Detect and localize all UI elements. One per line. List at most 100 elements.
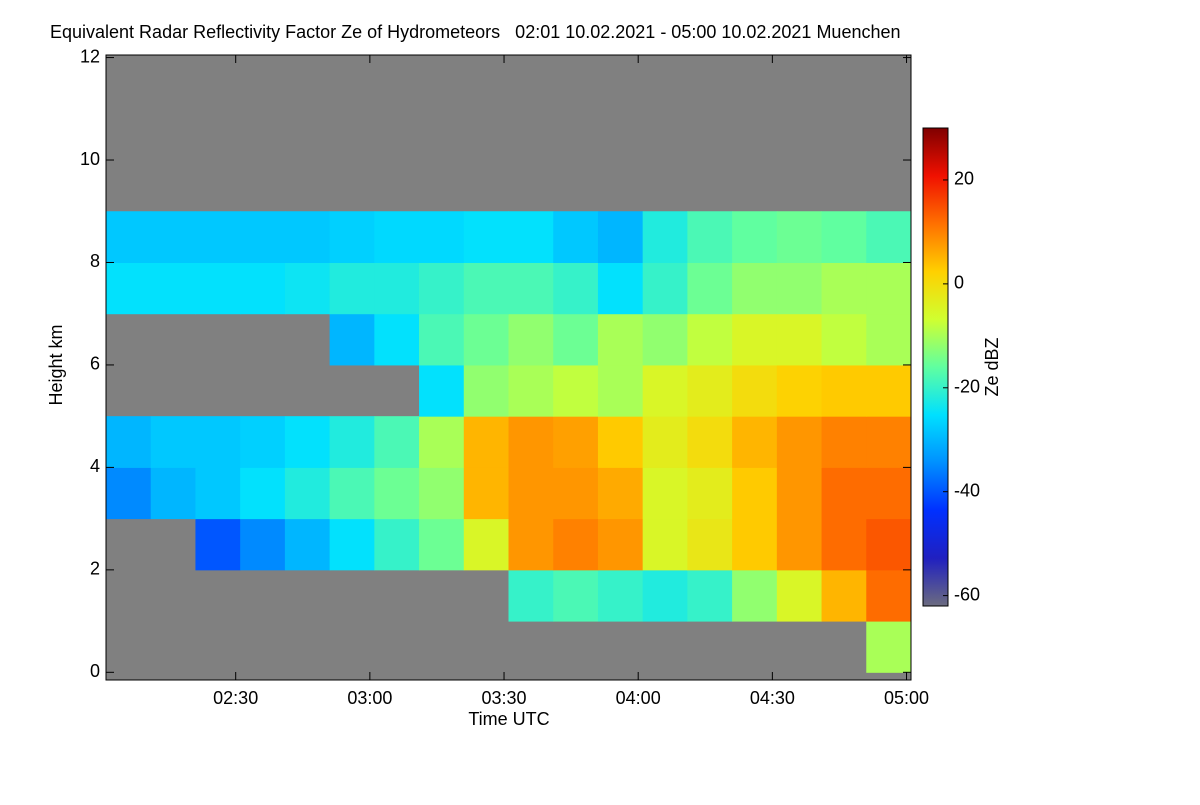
heatmap-cell xyxy=(732,211,778,263)
heatmap-cell xyxy=(553,467,599,520)
heatmap-cell xyxy=(508,416,554,468)
y-tick-label: 10 xyxy=(80,149,100,169)
heatmap-cell xyxy=(776,364,823,417)
heatmap-cell xyxy=(419,364,465,417)
x-tick-label: 03:30 xyxy=(482,688,527,708)
y-tick-label: 4 xyxy=(90,456,100,476)
heatmap-cell xyxy=(553,518,599,571)
heatmap-cell xyxy=(821,211,867,263)
heatmap-cell xyxy=(374,262,420,315)
heatmap-cell xyxy=(150,211,196,263)
y-tick-label: 0 xyxy=(90,661,100,681)
heatmap-cell xyxy=(419,416,465,468)
heatmap-cell xyxy=(732,518,778,571)
heatmap-cell xyxy=(597,313,644,366)
heatmap-cell xyxy=(508,313,554,366)
heatmap-cell xyxy=(463,467,509,520)
heatmap-cell xyxy=(597,211,644,263)
heatmap-cell xyxy=(553,313,599,366)
heatmap-cell xyxy=(642,467,688,520)
heatmap-cell xyxy=(106,262,152,315)
heatmap-cell xyxy=(821,262,867,315)
heatmap-cell xyxy=(553,569,599,622)
heatmap-cell xyxy=(821,416,867,468)
heatmap-cell xyxy=(329,262,375,315)
heatmap-cell xyxy=(866,621,912,673)
heatmap-cell xyxy=(150,262,196,315)
heatmap-cell xyxy=(642,416,688,468)
x-tick-label: 03:00 xyxy=(347,688,392,708)
heatmap-cell xyxy=(821,569,867,622)
heatmap-cell xyxy=(374,467,420,520)
heatmap-cell xyxy=(732,313,778,366)
heatmap-cell xyxy=(284,416,331,468)
heatmap-cell xyxy=(463,364,509,417)
heatmap-cell xyxy=(642,569,688,622)
heatmap-cell xyxy=(597,262,644,315)
heatmap-cell xyxy=(419,262,465,315)
heatmap-cell xyxy=(642,211,688,263)
heatmap-cell xyxy=(866,211,912,263)
heatmap-cell xyxy=(419,518,465,571)
heatmap-cell xyxy=(687,416,733,468)
heatmap-cell xyxy=(642,313,688,366)
heatmap-cell xyxy=(866,313,912,366)
heatmap-cell xyxy=(597,569,644,622)
heatmap-cell xyxy=(419,211,465,263)
heatmap-cell xyxy=(553,262,599,315)
heatmap-cell xyxy=(597,467,644,520)
heatmap-cell xyxy=(776,416,823,468)
heatmap-cell xyxy=(687,364,733,417)
x-tick-label: 04:00 xyxy=(616,688,661,708)
heatmap-cell xyxy=(240,518,286,571)
heatmap-cell xyxy=(597,518,644,571)
heatmap-cell xyxy=(776,211,823,263)
heatmap-cell xyxy=(150,416,196,468)
plot-frame xyxy=(105,54,912,681)
heatmap-cell xyxy=(284,467,331,520)
heatmap-cell xyxy=(687,262,733,315)
heatmap-cell xyxy=(419,313,465,366)
heatmap-cell xyxy=(463,416,509,468)
heatmap-cell xyxy=(597,416,644,468)
x-tick-label: 02:30 xyxy=(213,688,258,708)
heatmap-cell xyxy=(106,467,152,520)
heatmap-cell xyxy=(821,313,867,366)
heatmap-cell xyxy=(553,211,599,263)
y-tick-label: 6 xyxy=(90,354,100,374)
x-tick-label: 05:00 xyxy=(884,688,929,708)
heatmap-cell xyxy=(508,467,554,520)
heatmap-cell xyxy=(329,518,375,571)
heatmap-cell xyxy=(687,518,733,571)
heatmap-cell xyxy=(866,569,912,622)
heatmap-cell xyxy=(463,313,509,366)
heatmap-cell xyxy=(866,364,912,417)
heatmap-cell xyxy=(732,364,778,417)
heatmap-cell xyxy=(106,211,152,263)
heatmap-cell xyxy=(687,211,733,263)
heatmap-cell xyxy=(240,211,286,263)
heatmap-cell xyxy=(284,262,331,315)
heatmap-cell xyxy=(195,211,241,263)
heatmap-cell xyxy=(508,262,554,315)
heatmap-cell xyxy=(463,262,509,315)
heatmap-cell xyxy=(687,313,733,366)
colorbar-tick-label: -60 xyxy=(954,584,980,604)
heatmap-cell xyxy=(553,364,599,417)
heatmap-cell xyxy=(195,518,241,571)
heatmap-cell xyxy=(195,467,241,520)
heatmap-cell xyxy=(508,364,554,417)
heatmap-cell xyxy=(866,467,912,520)
heatmap-cell xyxy=(732,569,778,622)
heatmap-cell xyxy=(642,262,688,315)
heatmap-cell xyxy=(419,467,465,520)
heatmap-cell xyxy=(150,467,196,520)
y-tick-label: 12 xyxy=(80,46,100,66)
y-tick-label: 2 xyxy=(90,559,100,579)
heatmap-cell xyxy=(329,416,375,468)
colorbar xyxy=(922,127,949,607)
heatmap-cell xyxy=(195,416,241,468)
heatmap-cell xyxy=(284,211,331,263)
